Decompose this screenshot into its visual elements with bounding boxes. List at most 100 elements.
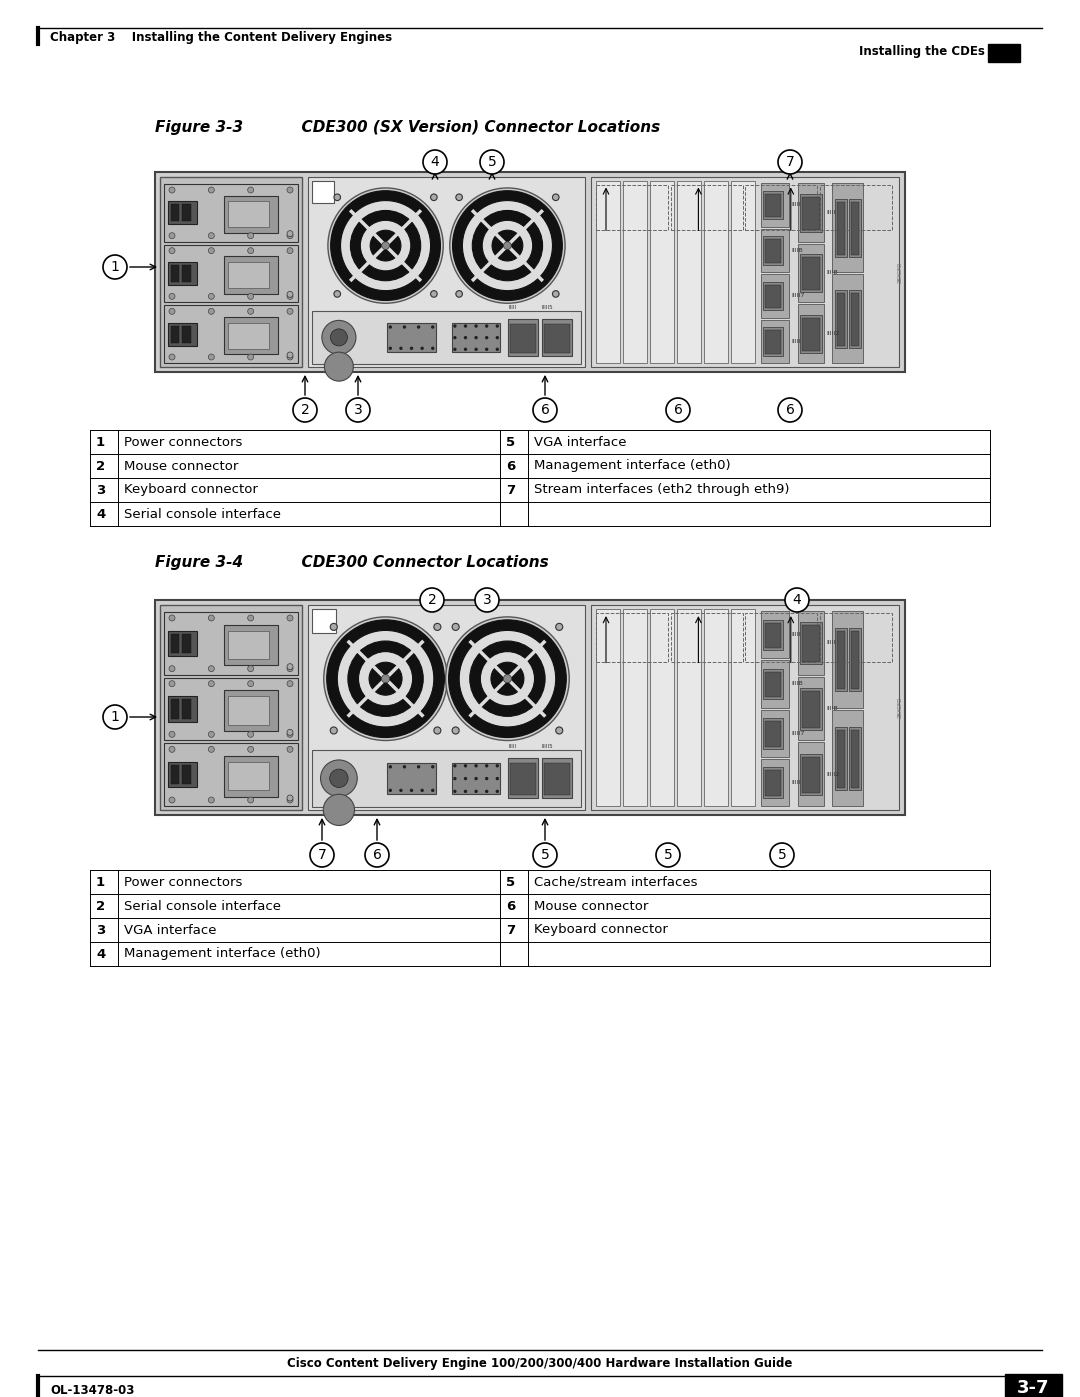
Circle shape — [287, 352, 293, 358]
Text: IIIIB: IIIIB — [826, 705, 838, 711]
Bar — [835, 726, 848, 789]
Text: 5: 5 — [507, 436, 515, 448]
Text: Figure 3-4: Figure 3-4 — [156, 555, 243, 570]
Bar — [799, 623, 822, 664]
Circle shape — [340, 201, 431, 291]
Circle shape — [168, 353, 175, 360]
Text: 3-7: 3-7 — [1016, 1379, 1050, 1397]
Circle shape — [481, 651, 535, 705]
Text: IIIIB: IIIIB — [792, 682, 804, 686]
Bar — [765, 330, 781, 353]
Circle shape — [310, 842, 334, 868]
Bar — [704, 182, 728, 363]
Text: 28XCFD: 28XCFD — [897, 697, 903, 718]
Circle shape — [370, 231, 401, 261]
Circle shape — [434, 623, 441, 630]
Text: 2: 2 — [428, 592, 436, 608]
Circle shape — [337, 630, 434, 726]
Circle shape — [778, 398, 802, 422]
Circle shape — [287, 729, 293, 735]
Bar — [799, 754, 822, 795]
Bar — [988, 43, 1020, 61]
Circle shape — [446, 617, 569, 740]
Circle shape — [168, 615, 175, 622]
Circle shape — [556, 623, 563, 630]
Bar — [312, 750, 581, 807]
Bar — [731, 609, 755, 806]
Text: Installing the CDEs: Installing the CDEs — [859, 46, 985, 59]
Text: 4: 4 — [793, 592, 801, 608]
Circle shape — [553, 194, 559, 201]
Circle shape — [247, 732, 254, 738]
Bar — [762, 669, 783, 700]
Bar — [801, 197, 820, 229]
Bar — [837, 203, 846, 254]
Circle shape — [454, 348, 456, 351]
Circle shape — [454, 326, 456, 327]
Circle shape — [497, 326, 498, 327]
Bar — [228, 201, 269, 228]
Circle shape — [247, 798, 254, 803]
Circle shape — [293, 398, 318, 422]
Bar — [801, 757, 820, 793]
Text: 1: 1 — [110, 260, 120, 274]
Circle shape — [247, 353, 254, 360]
Text: OL-13478-03: OL-13478-03 — [50, 1383, 134, 1397]
Bar — [168, 631, 198, 655]
Circle shape — [168, 309, 175, 314]
Circle shape — [480, 149, 504, 175]
Text: Mouse connector: Mouse connector — [534, 900, 648, 912]
Circle shape — [486, 337, 488, 338]
Bar — [509, 319, 538, 356]
Circle shape — [365, 842, 389, 868]
Circle shape — [287, 353, 293, 360]
Circle shape — [553, 291, 559, 298]
Circle shape — [410, 348, 413, 349]
Bar — [761, 661, 789, 707]
Circle shape — [497, 337, 498, 338]
Circle shape — [464, 337, 467, 338]
Circle shape — [453, 623, 459, 630]
Text: Figure 3-3: Figure 3-3 — [156, 120, 243, 136]
Circle shape — [432, 789, 434, 791]
Bar — [228, 697, 269, 725]
Bar — [671, 184, 743, 231]
Text: IIIII: IIIII — [826, 640, 835, 645]
Bar — [596, 182, 620, 363]
Circle shape — [247, 293, 254, 299]
Text: Serial console interface: Serial console interface — [124, 507, 281, 521]
Bar — [762, 327, 783, 356]
Text: Cisco Content Delivery Engine 100/200/300/400 Hardware Installation Guide: Cisco Content Delivery Engine 100/200/30… — [287, 1356, 793, 1369]
Circle shape — [287, 615, 293, 622]
Text: 1: 1 — [96, 876, 105, 888]
Bar — [650, 609, 674, 806]
Bar — [851, 293, 859, 346]
Bar — [164, 612, 298, 675]
Bar — [388, 763, 435, 795]
Text: Mouse connector: Mouse connector — [124, 460, 239, 472]
Bar — [797, 305, 824, 363]
Bar — [225, 196, 278, 233]
Circle shape — [247, 187, 254, 193]
Circle shape — [449, 189, 565, 303]
Bar — [832, 183, 863, 272]
Text: 4: 4 — [96, 947, 105, 961]
Bar — [761, 710, 789, 757]
Text: VGA interface: VGA interface — [534, 436, 626, 448]
Circle shape — [168, 680, 175, 687]
Circle shape — [168, 732, 175, 738]
Circle shape — [454, 337, 456, 338]
Bar — [164, 244, 298, 302]
Circle shape — [503, 675, 512, 683]
Text: 7: 7 — [785, 155, 795, 169]
Text: Stream interfaces (eth2 through eth9): Stream interfaces (eth2 through eth9) — [534, 483, 789, 496]
Text: Serial console interface: Serial console interface — [124, 900, 281, 912]
Circle shape — [497, 764, 498, 767]
Bar — [171, 326, 179, 342]
Circle shape — [208, 233, 214, 239]
Circle shape — [287, 231, 293, 236]
Circle shape — [208, 746, 214, 753]
Text: Chapter 3    Installing the Content Delivery Engines: Chapter 3 Installing the Content Deliver… — [50, 32, 392, 45]
Bar — [451, 323, 500, 352]
Bar — [799, 314, 822, 353]
